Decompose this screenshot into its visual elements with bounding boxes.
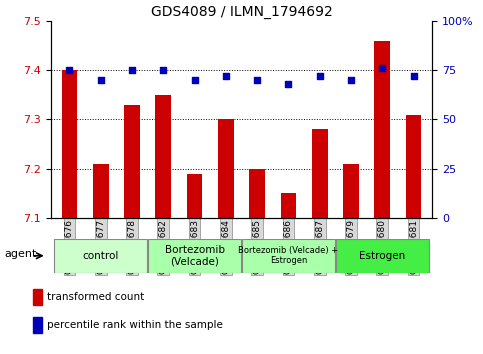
Bar <box>374 41 390 218</box>
Bar <box>281 193 296 218</box>
Text: agent: agent <box>4 249 36 259</box>
Point <box>159 68 167 73</box>
Point <box>66 68 73 73</box>
Bar <box>124 105 140 218</box>
Text: control: control <box>83 251 119 261</box>
Bar <box>312 129 327 218</box>
Bar <box>336 239 428 273</box>
Point <box>378 65 386 71</box>
Text: percentile rank within the sample: percentile rank within the sample <box>47 320 223 330</box>
Bar <box>187 173 202 218</box>
Bar <box>242 239 335 273</box>
Bar <box>55 239 147 273</box>
Bar <box>33 289 43 305</box>
Text: transformed count: transformed count <box>47 292 144 302</box>
Text: Bortezomib
(Velcade): Bortezomib (Velcade) <box>165 245 225 267</box>
Bar <box>93 164 109 218</box>
Point <box>253 77 261 83</box>
Point <box>284 81 292 87</box>
Bar <box>156 95 171 218</box>
Point <box>128 68 136 73</box>
Point <box>191 77 199 83</box>
Point <box>410 73 417 79</box>
Point <box>97 77 105 83</box>
Bar <box>218 119 234 218</box>
Bar <box>343 164 359 218</box>
Title: GDS4089 / ILMN_1794692: GDS4089 / ILMN_1794692 <box>151 5 332 19</box>
Bar <box>406 115 421 218</box>
Point <box>316 73 324 79</box>
Bar <box>148 239 241 273</box>
Bar <box>249 169 265 218</box>
Bar <box>33 317 43 333</box>
Text: Bortezomib (Velcade) +
Estrogen: Bortezomib (Velcade) + Estrogen <box>238 246 339 266</box>
Text: Estrogen: Estrogen <box>359 251 405 261</box>
Bar <box>62 70 77 218</box>
Point <box>222 73 230 79</box>
Point <box>347 77 355 83</box>
